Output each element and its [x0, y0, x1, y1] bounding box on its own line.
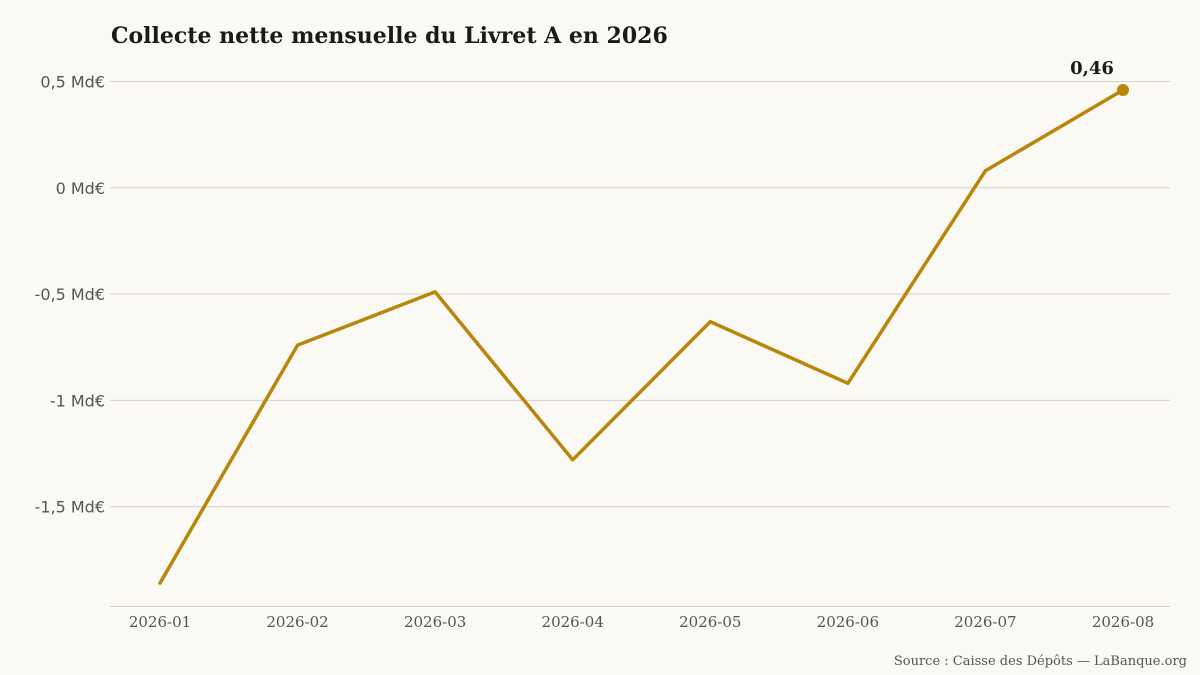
- last-data-point: [1117, 84, 1129, 97]
- x-tick-label: 2026-02: [266, 613, 328, 631]
- x-axis-tick-labels: 2026-01 2026-02 2026-03 2026-04 2026-05 2026-…: [129, 613, 1154, 631]
- y-tick-label: -1 Md€: [50, 391, 105, 410]
- y-tick-label: -1,5 Md€: [35, 498, 105, 517]
- y-axis-tick-labels: 0,5 Md€ 0 Md€ -0,5 Md€ -1 Md€ -1,5 Md€: [35, 73, 105, 517]
- series-line: [158, 88, 1125, 585]
- chart-title: Collecte nette mensuelle du Livret A en …: [111, 23, 668, 49]
- x-tick-label: 2026-06: [817, 613, 879, 631]
- source-note: Source : Caisse des Dépôts — LaBanque.or…: [894, 654, 1187, 669]
- x-tick-label: 2026-05: [679, 613, 741, 631]
- grid-lines: [110, 81, 1170, 508]
- y-tick-label: 0 Md€: [56, 179, 105, 198]
- x-tick-label: 2026-01: [129, 613, 191, 631]
- series-layer: 0,46: [158, 58, 1129, 585]
- last-point-label: 0,46: [1070, 58, 1114, 79]
- y-tick-label: -0,5 Md€: [35, 285, 105, 304]
- x-tick-label: 2026-07: [954, 613, 1016, 631]
- x-tick-label: 2026-03: [404, 613, 466, 631]
- y-tick-label: 0,5 Md€: [40, 73, 105, 92]
- x-tick-label: 2026-08: [1092, 613, 1154, 631]
- x-tick-label: 2026-04: [542, 613, 604, 631]
